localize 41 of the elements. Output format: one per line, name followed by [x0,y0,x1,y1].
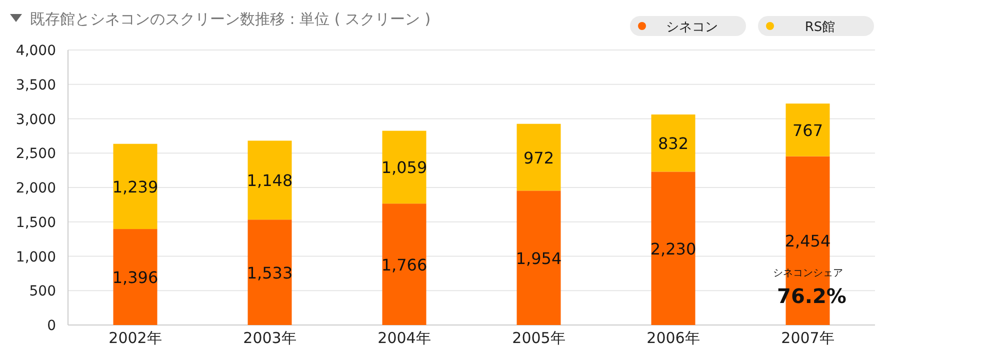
bar [382,204,426,325]
x-tick-label: 2005年 [512,329,566,347]
y-tick-label: 1,500 [16,214,56,231]
y-tick-label: 4,000 [16,43,56,59]
bar [248,220,292,325]
data-label: 832 [658,134,689,154]
legend-label: シネコン [666,20,718,35]
data-label: 1,396 [112,268,158,288]
data-label: 2,454 [784,232,831,251]
y-tick-label: 3,500 [16,77,56,94]
y-tick-label: 3,000 [16,112,56,128]
bar [651,172,696,325]
chart-title: 既存館とシネコンのスクリーン数推移 : 単位 ( スクリーン ) [30,10,431,28]
y-tick-label: 2,500 [16,146,56,162]
data-label: 2,230 [650,239,696,258]
x-tick-label: 2003年 [243,329,296,347]
bar [651,114,696,172]
bar [113,229,158,325]
data-label: 1,533 [246,263,293,282]
x-tick-label: 2002年 [108,329,162,347]
bar [516,190,561,325]
y-tick-label: 2,000 [16,180,56,196]
data-label: 767 [792,120,824,140]
bar [516,124,561,191]
bar [248,140,292,220]
bar [786,104,830,156]
data-label: 1,954 [516,248,562,268]
y-tick-label: 500 [29,284,56,300]
x-tick-label: 2007年 [781,329,834,347]
data-label: 1,239 [112,177,158,196]
legend-label: RS館 [804,20,836,35]
x-tick-label: 2006年 [646,329,700,347]
data-label: 1,059 [381,158,428,178]
data-label: 1,766 [381,255,428,274]
data-label: 1,148 [246,171,293,190]
data-label: 972 [523,148,554,168]
y-tick-label: 1,000 [16,249,56,266]
x-tick-label: 2004年 [378,329,431,347]
bar [382,130,426,204]
y-tick-label: 0 [47,318,56,334]
bar [113,144,158,230]
